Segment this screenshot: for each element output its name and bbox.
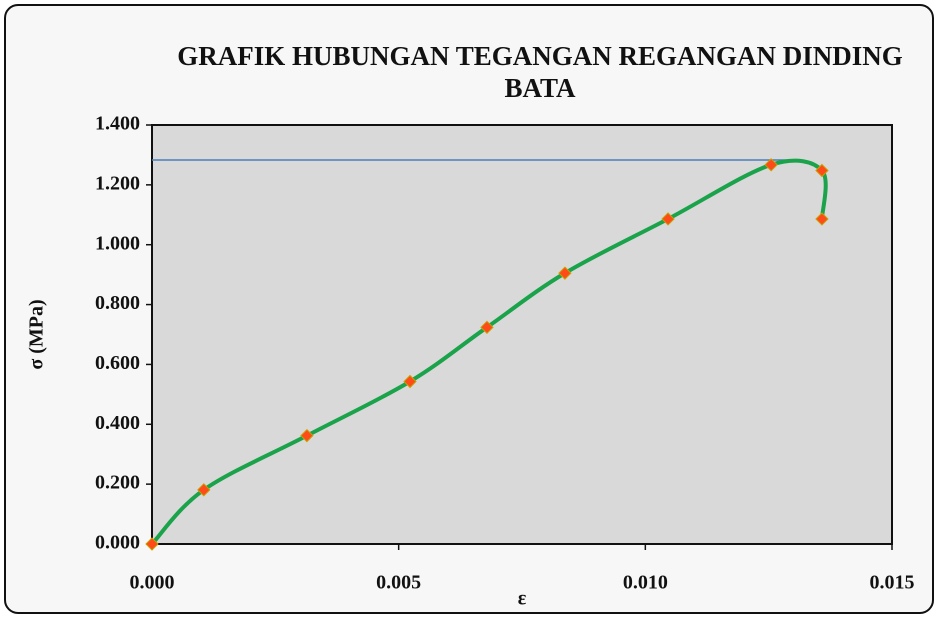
x-tick-label: 0.000 (130, 572, 175, 594)
page: GRAFIK HUBUNGAN TEGANGAN REGANGAN DINDIN… (0, 0, 940, 619)
y-tick-label: 1.000 (95, 232, 140, 254)
y-tick-label: 1.200 (95, 172, 140, 194)
plot-area (152, 125, 892, 544)
x-tick-label: 0.005 (376, 572, 421, 594)
y-tick-label: 0.000 (95, 532, 140, 554)
chart: 0.000 0.200 0.400 0.600 0.800 1.000 1.200 1.400… (0, 0, 940, 619)
y-tick-label: 0.400 (95, 412, 140, 434)
y-tick-label: 1.400 (95, 113, 140, 135)
y-tick-label: 0.200 (95, 472, 140, 494)
y-tick-label: 0.600 (95, 352, 140, 374)
x-tick-label: 0.010 (623, 572, 668, 594)
y-axis-label: σ (MPa) (26, 299, 48, 369)
y-tick-label: 0.800 (95, 292, 140, 314)
x-axis-label: ε (518, 588, 527, 610)
x-tick-label: 0.015 (870, 572, 915, 594)
